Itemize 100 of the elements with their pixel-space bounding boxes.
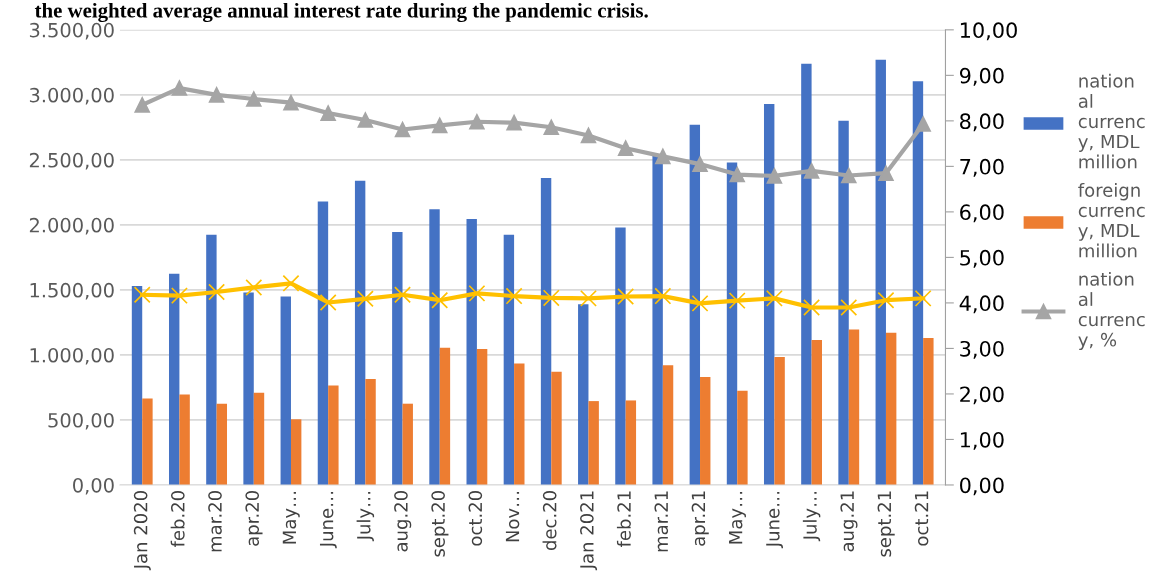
point <box>170 287 188 305</box>
point <box>356 290 374 308</box>
bar <box>763 103 775 485</box>
y2-tick-label: 5,00 <box>960 249 1004 268</box>
x-tick-label: June… <box>319 491 337 549</box>
legend-label: nation al currenc y, MDL million <box>1078 73 1145 169</box>
point <box>245 278 263 296</box>
bar <box>737 390 748 485</box>
x-tick-label: Jan 2021 <box>580 491 598 571</box>
x-tick-label: feb.20 <box>170 491 185 548</box>
y2-tick-label: 1,00 <box>960 431 1004 450</box>
point <box>543 119 560 136</box>
bar <box>652 154 663 485</box>
y-tick-label: 500,00 <box>48 412 114 430</box>
y-tick-label: 2.000,00 <box>29 217 114 235</box>
y-tick-label: 1.500,00 <box>30 282 114 300</box>
bar <box>625 400 637 485</box>
bar <box>317 201 329 485</box>
point <box>877 291 895 309</box>
x-tick-label: Nov… <box>505 491 520 542</box>
bar <box>689 124 701 485</box>
point <box>617 288 635 306</box>
bar <box>923 338 934 485</box>
bar <box>801 63 812 485</box>
point <box>394 121 411 138</box>
point <box>803 163 820 179</box>
x-tick-label: dec.20 <box>542 491 557 551</box>
y-tick-label: 1.000,00 <box>30 347 114 365</box>
x-tick-label: mar.20 <box>208 491 222 552</box>
bar <box>588 401 599 485</box>
x-tick-label: June… <box>766 491 783 549</box>
point <box>728 292 746 310</box>
y2-tick-label: 4,00 <box>959 295 1004 314</box>
point <box>765 289 783 307</box>
bar <box>402 403 413 485</box>
bar <box>216 403 228 485</box>
bar <box>540 178 552 485</box>
x-tick-label: July… <box>356 491 375 542</box>
bar <box>503 234 515 485</box>
bar <box>429 209 440 485</box>
point <box>468 284 486 302</box>
y2-tick-label: 7,00 <box>960 158 1004 177</box>
chart-title: the weighted average annual interest rate during the pandemic crisis. <box>34 2 648 22</box>
y2-tick-label: 10,00 <box>960 22 1017 41</box>
y2-tick-label: 0,00 <box>960 477 1004 496</box>
point <box>282 274 300 292</box>
bar <box>726 162 738 485</box>
y2-tick-label: 9,00 <box>959 67 1004 86</box>
point <box>208 283 226 301</box>
point <box>914 289 932 307</box>
point <box>469 113 485 130</box>
bar <box>169 273 180 485</box>
point <box>171 80 188 96</box>
bar <box>774 356 785 485</box>
bar <box>365 378 376 485</box>
bar <box>354 180 366 485</box>
x-tick-label: mar.21 <box>654 491 669 552</box>
point <box>283 94 299 111</box>
legend-label: foreign currenc y, MDL million <box>1078 182 1145 258</box>
point <box>319 293 337 311</box>
point <box>729 166 745 183</box>
bar <box>439 347 451 485</box>
x-tick-label: sept.20 <box>431 491 449 557</box>
point <box>506 114 522 131</box>
bar <box>476 349 488 485</box>
bar <box>885 332 897 485</box>
point <box>505 287 523 305</box>
bar <box>328 385 339 485</box>
y2-tick-label: 8,00 <box>960 113 1004 132</box>
bar <box>253 392 265 485</box>
point <box>803 298 821 316</box>
x-tick-label: feb.21 <box>616 491 631 548</box>
bar <box>206 234 217 485</box>
bar <box>848 329 860 485</box>
y2-tick-label: 3,00 <box>960 340 1004 359</box>
bar <box>392 232 403 485</box>
point <box>246 91 262 107</box>
x-tick-label: oct.21 <box>914 491 929 546</box>
bar <box>838 120 849 485</box>
legend-label: nation al currenc y, % <box>1078 271 1145 351</box>
bar <box>578 304 589 485</box>
x-tick-label: May… <box>729 491 746 544</box>
y2-tick-label: 6,00 <box>960 204 1004 223</box>
bar <box>131 286 143 485</box>
bar <box>142 398 153 485</box>
x-tick-label: May… <box>282 491 300 544</box>
point <box>133 286 151 304</box>
point <box>580 127 597 144</box>
point <box>654 287 672 305</box>
bar <box>466 219 477 485</box>
y-tick-label: 3.000,00 <box>29 87 114 105</box>
y2-tick-label: 2,00 <box>960 386 1004 405</box>
point <box>915 116 931 132</box>
y-tick-label: 2.500,00 <box>29 152 114 170</box>
x-tick-label: aug.21 <box>840 491 858 552</box>
y-tick-label: 0,00 <box>73 477 114 495</box>
bar <box>875 59 886 485</box>
point <box>134 97 151 113</box>
bar <box>290 419 302 485</box>
bar <box>811 339 822 485</box>
